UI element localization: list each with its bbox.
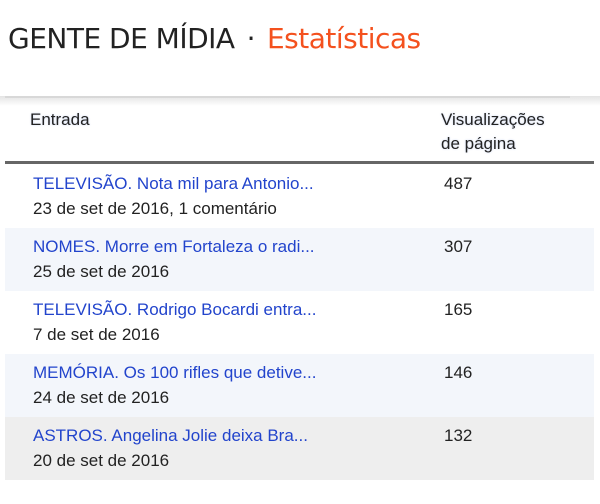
post-title-link[interactable]: NOMES. Morre em Fortaleza o radi... — [33, 237, 315, 256]
post-meta: 25 de set de 2016 — [33, 262, 170, 281]
table-row: TELEVISÃO. Nota mil para Antonio... 23 d… — [5, 165, 594, 228]
post-title-link[interactable]: MEMÓRIA. Os 100 rifles que detive... — [33, 363, 317, 382]
page-title: GENTE DE MÍDIA · Estatísticas — [8, 22, 421, 55]
table-row: NOMES. Morre em Fortaleza o radi... 25 d… — [5, 228, 594, 291]
table-row: MEMÓRIA. Os 100 rifles que detive... 24 … — [5, 354, 594, 417]
column-header-entry: Entrada — [30, 110, 90, 129]
blog-name: GENTE DE MÍDIA — [8, 22, 235, 55]
page-views: 307 — [444, 237, 473, 256]
post-title-link[interactable]: TELEVISÃO. Nota mil para Antonio... — [33, 174, 314, 193]
header-rule — [5, 161, 594, 164]
column-header-views: Visualizações de página — [441, 108, 545, 156]
column-header-views-line2: de página — [441, 134, 516, 153]
post-meta: 23 de set de 2016, 1 comentário — [33, 199, 277, 218]
post-meta: 7 de set de 2016 — [33, 325, 160, 344]
post-meta: 20 de set de 2016 — [33, 451, 170, 470]
page-views: 132 — [444, 426, 473, 445]
column-header-views-line1: Visualizações — [441, 110, 545, 129]
post-title-link[interactable]: ASTROS. Angelina Jolie deixa Bra... — [33, 426, 308, 445]
page-views: 165 — [444, 300, 473, 319]
post-meta: 24 de set de 2016 — [33, 388, 170, 407]
section-name: Estatísticas — [266, 22, 421, 55]
table-row: TELEVISÃO. Rodrigo Bocardi entra... 7 de… — [5, 291, 594, 354]
post-title-link[interactable]: TELEVISÃO. Rodrigo Bocardi entra... — [33, 300, 317, 319]
table-row: ASTROS. Angelina Jolie deixa Bra... 20 d… — [5, 417, 594, 480]
page-views: 487 — [444, 174, 473, 193]
header-divider — [0, 96, 600, 106]
title-separator: · — [246, 22, 256, 55]
page-views: 146 — [444, 363, 473, 382]
